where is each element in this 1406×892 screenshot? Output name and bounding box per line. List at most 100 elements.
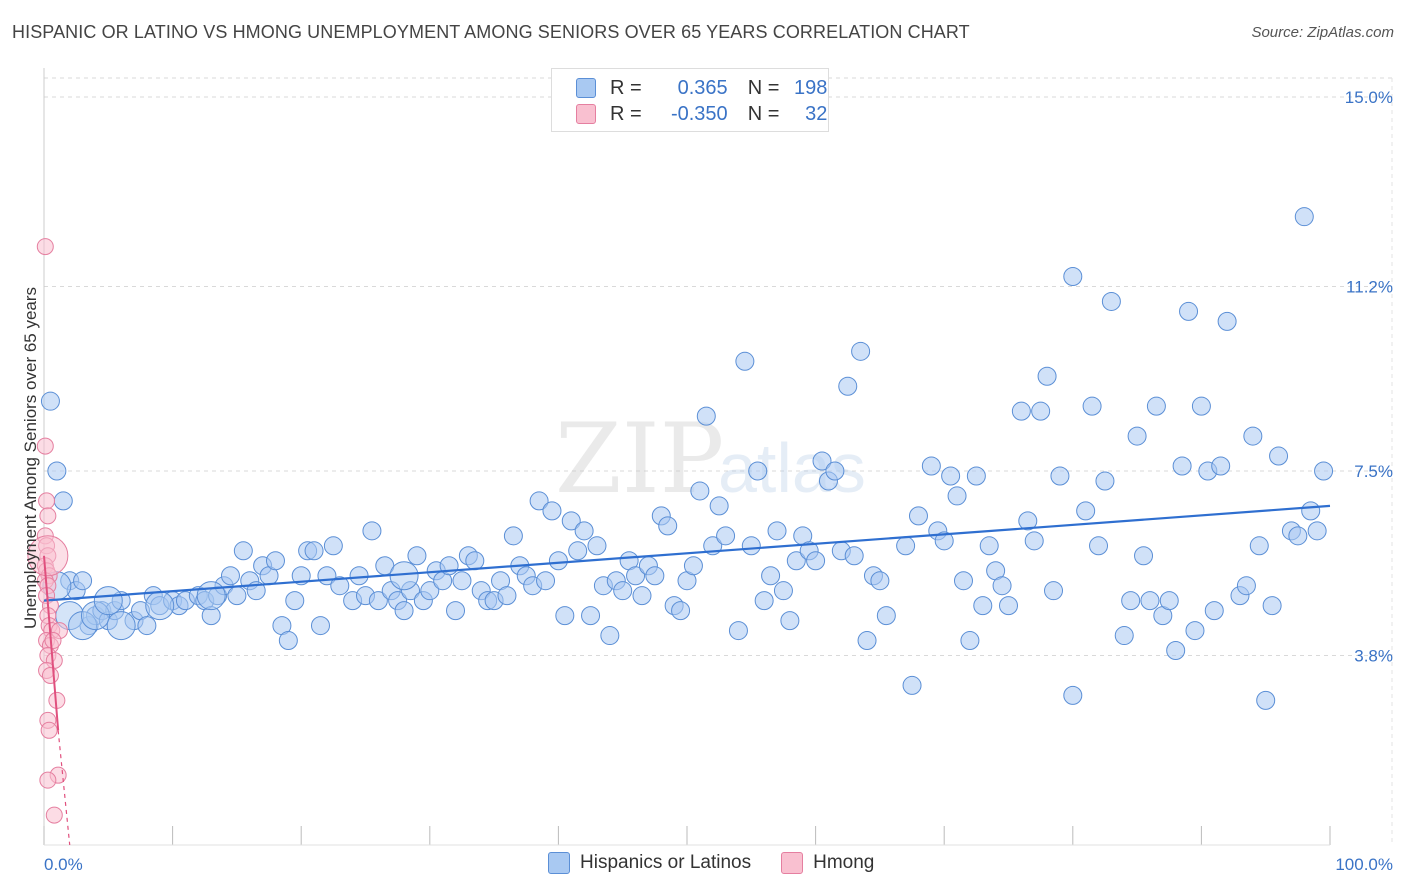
legend-n-value: 198: [794, 76, 828, 99]
hispanic-point: [548, 551, 568, 571]
hispanic-point: [53, 491, 73, 511]
legend-swatch-hmong: [576, 104, 596, 124]
hispanic-point: [1076, 501, 1096, 521]
hispanic-point: [671, 601, 691, 621]
hispanic-point: [690, 481, 710, 501]
hispanic-point: [1288, 526, 1308, 546]
hispanic-point: [1166, 641, 1186, 661]
hispanic-point: [1204, 601, 1224, 621]
legend-swatch-hmong: [781, 852, 804, 874]
legend-r-value: -0.350: [670, 102, 728, 125]
y-tick-label: 7.5%: [1354, 462, 1393, 481]
hispanic-point: [696, 406, 716, 426]
hispanic-point: [1018, 511, 1038, 531]
hispanic-point: [1127, 426, 1147, 446]
hispanic-point: [979, 536, 999, 556]
hmong-point: [44, 632, 62, 650]
points-layer: [27, 207, 1334, 824]
hispanic-point: [1236, 576, 1256, 596]
hispanic-point: [407, 546, 427, 566]
hispanic-point: [876, 606, 896, 626]
hispanic-point: [761, 566, 781, 586]
hispanic-point: [851, 341, 871, 361]
hispanic-point: [1185, 621, 1205, 641]
hispanic-point: [1146, 396, 1166, 416]
hispanic-point: [934, 531, 954, 551]
hispanic-point: [574, 521, 594, 541]
y-tick-label: 15.0%: [1345, 88, 1393, 107]
hispanic-point: [1024, 531, 1044, 551]
y-axis-label: Unemployment Among Seniors over 65 years: [21, 287, 40, 629]
hispanic-point: [394, 601, 414, 621]
hispanic-point: [1243, 426, 1263, 446]
legend-item-hispanic[interactable]: Hispanics or Latinos: [548, 852, 751, 874]
hispanic-point: [291, 566, 311, 586]
hispanic-point: [844, 546, 864, 566]
legend-item-hmong[interactable]: Hmong: [781, 852, 874, 874]
hispanic-point: [735, 351, 755, 371]
stats-legend: R = 0.365 N = 198 R = -0.350 N = 32: [551, 68, 829, 132]
hispanic-point: [1044, 581, 1064, 601]
legend-swatch-hispanic: [548, 852, 570, 874]
hispanic-point: [446, 601, 466, 621]
hispanic-point: [999, 596, 1018, 616]
hispanic-point: [728, 621, 748, 641]
hispanic-point: [973, 596, 993, 616]
hmong-point: [39, 507, 57, 525]
hispanic-point: [1262, 596, 1282, 616]
hispanic-point: [838, 376, 858, 396]
hispanic-point: [310, 616, 330, 636]
legend-r-label: R =: [610, 102, 642, 125]
hispanic-point: [741, 536, 761, 556]
hispanic-point: [953, 571, 973, 591]
trend-line-hmong-extension: [57, 730, 71, 846]
hispanic-point: [1063, 267, 1083, 287]
hispanic-point: [285, 591, 305, 611]
legend-r-value: 0.365: [677, 76, 728, 99]
hispanic-point: [960, 631, 980, 651]
hispanic-point: [465, 551, 485, 571]
hispanic-point: [1082, 396, 1102, 416]
hispanic-point: [645, 566, 665, 586]
y-tick-label: 3.8%: [1354, 647, 1393, 666]
legend-label-hmong: Hmong: [813, 852, 875, 873]
hispanic-point: [773, 581, 793, 601]
hispanic-point: [992, 576, 1012, 596]
hmong-point: [36, 238, 54, 256]
hispanic-point: [947, 486, 967, 506]
hispanic-point: [870, 571, 890, 591]
hispanic-point: [1211, 456, 1231, 476]
trend-lines: [43, 504, 1331, 846]
hispanic-point: [1121, 591, 1141, 611]
hispanic-point: [1256, 690, 1276, 710]
tick-labels: 3.8% 7.5% 11.2% 15.0% 0.0% 100.0%: [44, 88, 1393, 874]
hispanic-point: [561, 511, 581, 531]
hispanic-point: [362, 521, 382, 541]
hispanic-point: [780, 611, 800, 631]
hispanic-point: [1037, 366, 1057, 386]
hispanic-point: [1011, 401, 1031, 421]
hispanic-point-large: [196, 581, 226, 611]
hispanic-point: [233, 541, 253, 561]
legend-n-value: 32: [805, 102, 828, 125]
hispanic-point: [278, 631, 298, 651]
legend-row-hmong: R = -0.350 N = 32: [576, 103, 827, 125]
hmong-point: [39, 771, 57, 789]
hispanic-point-large: [106, 611, 136, 641]
hispanic-point: [896, 536, 916, 556]
hispanic-point: [581, 606, 601, 626]
legend-n-label: N =: [747, 76, 780, 99]
hispanic-point: [1089, 536, 1109, 556]
hispanic-point: [1191, 396, 1211, 416]
hispanic-point: [1294, 207, 1314, 227]
hispanic-point: [368, 591, 388, 611]
hispanic-point: [587, 536, 607, 556]
hispanic-point: [1159, 591, 1179, 611]
hispanic-point: [304, 541, 324, 561]
trend-line-hispanic: [43, 504, 1331, 602]
hispanic-point: [857, 631, 877, 651]
hispanic-point: [1063, 685, 1083, 705]
hispanic-point: [568, 541, 588, 561]
hispanic-point: [323, 536, 343, 556]
